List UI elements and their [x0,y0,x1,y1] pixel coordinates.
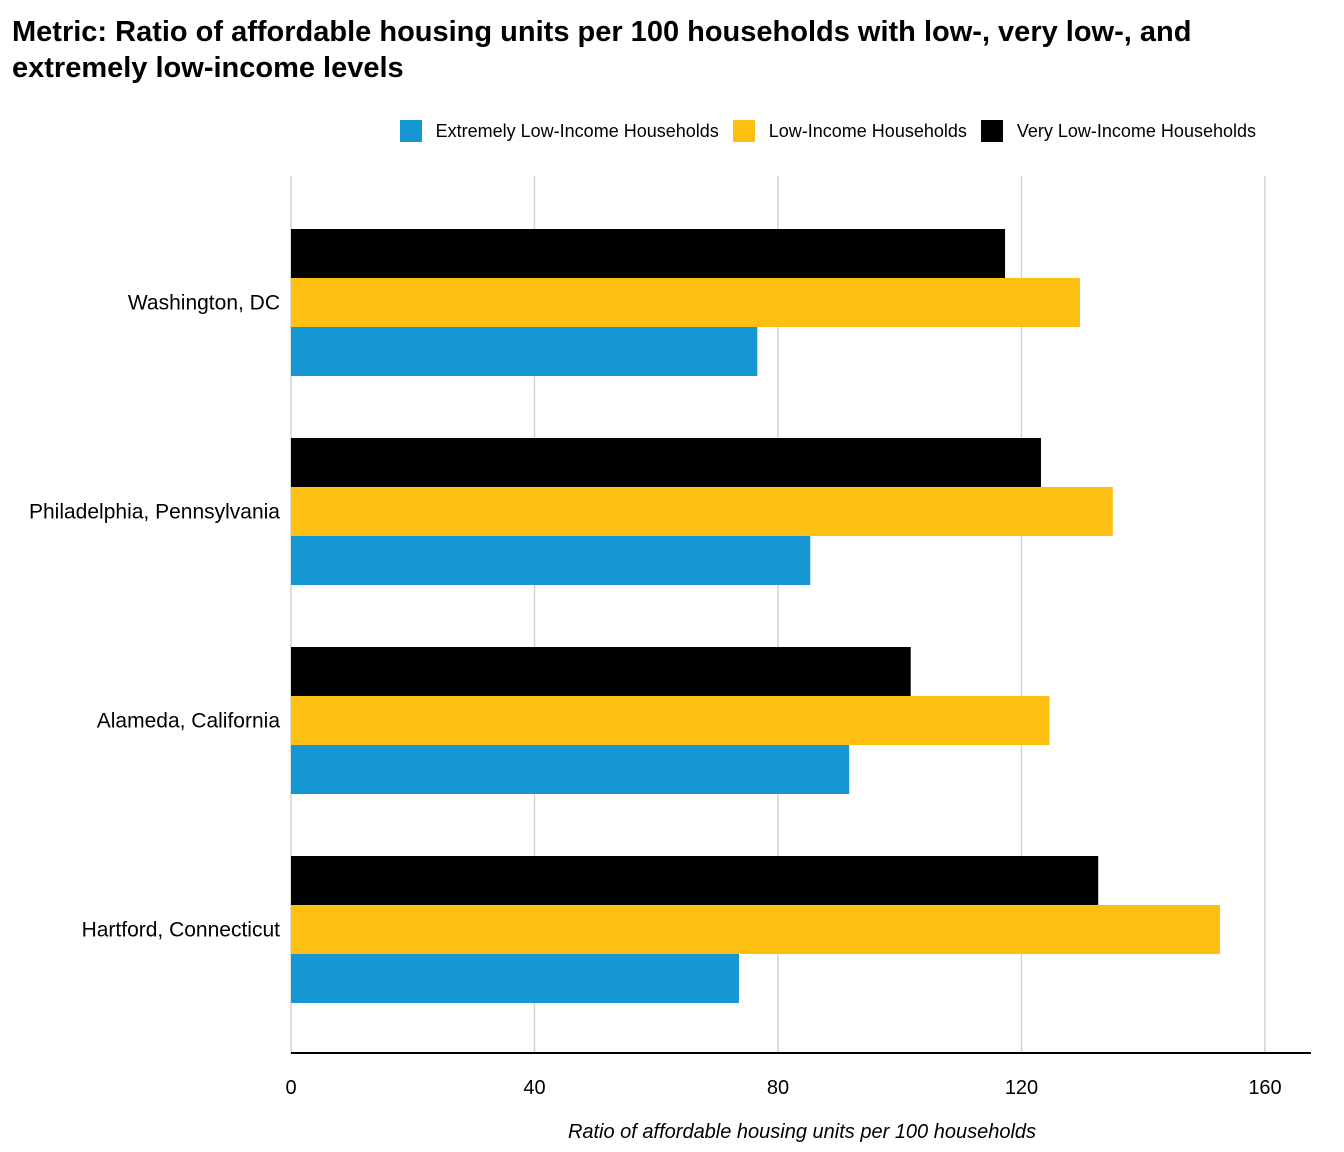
x-tick-label-120: 120 [1005,1077,1038,1099]
bars [291,229,1220,1003]
bar-alameda-california-low-income-households [291,696,1050,745]
bar-philadelphia-pennsylvania-very-low-income-households [291,438,1041,487]
bar-washington-dc-very-low-income-households [291,229,1006,278]
y-category-label-washington-dc: Washington, DC [128,292,280,315]
x-tick-labels: 0 40 80 120 160 [285,1077,1281,1099]
x-tick-label-0: 0 [285,1077,296,1099]
x-axis-title: Ratio of affordable housing units per 10… [568,1121,1036,1143]
bar-washington-dc-extremely-low-income-households [291,327,758,376]
bar-philadelphia-pennsylvania-low-income-households [291,487,1113,536]
y-category-label-alameda-california: Alameda, California [97,710,281,733]
legend-label-low: Low-Income Households [768,120,967,141]
legend-item-very-low: Very Low-Income Households [980,120,1256,142]
bar-washington-dc-low-income-households [291,278,1080,327]
legend-label-extremely-low: Extremely Low-Income Households [435,120,719,141]
x-tick-label-160: 160 [1248,1077,1281,1099]
legend-label-very-low: Very Low-Income Households [1016,120,1256,141]
y-category-label-philadelphia-pennsylvania: Philadelphia, Pennsylvania [29,501,280,524]
legend-item-extremely-low: Extremely Low-Income Households [399,120,719,142]
y-category-label-hartford-connecticut: Hartford, Connecticut [82,919,281,942]
bar-alameda-california-very-low-income-households [291,647,911,696]
bar-alameda-california-extremely-low-income-households [291,745,850,794]
legend-item-low: Low-Income Households [732,120,967,142]
chart-title: Metric: Ratio of affordable housing unit… [12,16,1192,84]
y-category-labels: Washington, DC Philadelphia, Pennsylvania… [29,292,280,942]
bar-hartford-connecticut-extremely-low-income-households [291,954,740,1003]
x-tick-label-80: 80 [767,1077,789,1099]
x-tick-label-40: 40 [523,1077,545,1099]
bar-philadelphia-pennsylvania-extremely-low-income-households [291,536,811,585]
chart-legend: Extremely Low-Income Households Low-Inco… [386,120,1256,142]
legend-swatch-low [732,120,755,142]
bar-hartford-connecticut-low-income-households [291,905,1220,954]
legend-swatch-very-low [980,120,1003,142]
bar-hartford-connecticut-very-low-income-households [291,856,1099,905]
legend-swatch-extremely-low [399,120,422,142]
